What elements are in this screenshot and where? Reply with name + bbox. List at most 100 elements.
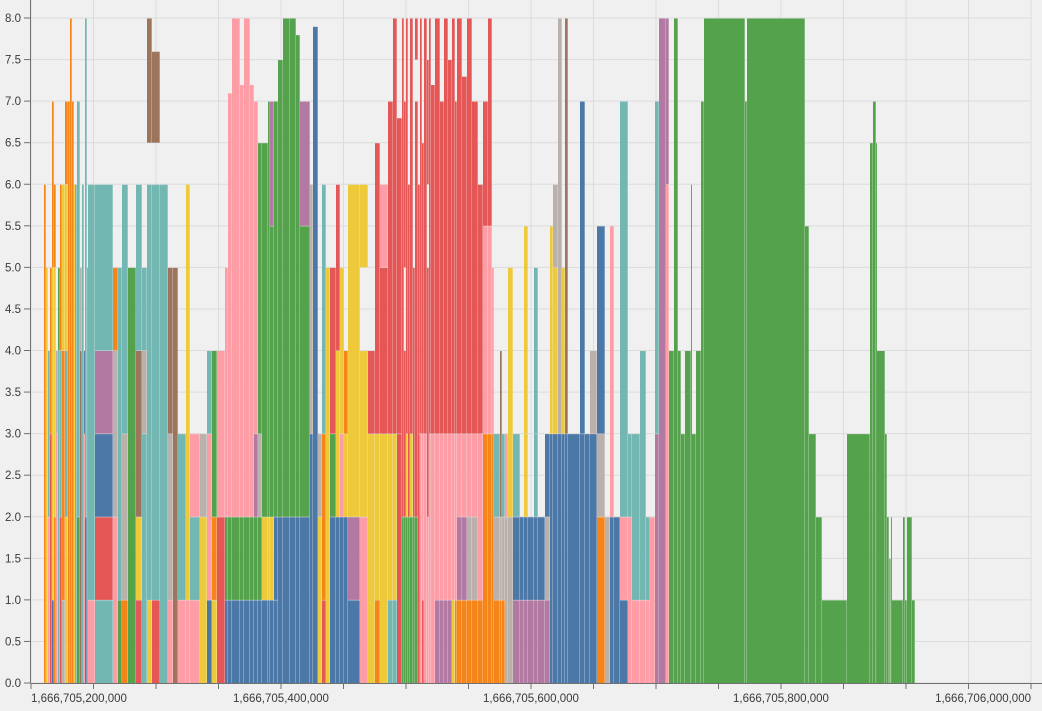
bar-segment bbox=[876, 143, 877, 683]
bar-segment bbox=[244, 18, 250, 517]
bar-segment bbox=[472, 600, 478, 683]
bar-segment bbox=[457, 600, 462, 683]
bar-segment bbox=[77, 101, 80, 517]
bar-segment bbox=[348, 184, 360, 517]
bar-segment bbox=[225, 600, 228, 683]
bar-segment bbox=[85, 517, 87, 683]
bar-segment bbox=[614, 517, 620, 683]
bar-segment bbox=[545, 517, 550, 600]
bar-segment bbox=[274, 101, 278, 517]
bar-segment bbox=[290, 18, 296, 517]
bar-segment bbox=[415, 18, 418, 60]
bar-segment bbox=[427, 60, 429, 185]
bar-segment bbox=[240, 600, 244, 683]
bar-segment bbox=[424, 18, 427, 434]
bar-segment bbox=[805, 226, 809, 683]
bar-segment bbox=[118, 600, 122, 683]
bar-segment bbox=[147, 18, 152, 143]
bar-segment bbox=[415, 517, 418, 683]
bar-segment bbox=[152, 51, 160, 143]
bar-segment bbox=[74, 184, 75, 683]
bar-segment bbox=[408, 184, 410, 517]
bar-segment bbox=[448, 600, 452, 683]
bar-segment bbox=[152, 600, 160, 683]
bar-segment bbox=[494, 434, 500, 517]
bar-segment bbox=[620, 600, 628, 683]
bar-segment bbox=[494, 517, 500, 600]
x-tick-label: 1,666,705,800,000 bbox=[733, 693, 829, 705]
bar-segment bbox=[128, 267, 136, 683]
bar-segment bbox=[65, 184, 68, 351]
bar-segment bbox=[429, 18, 431, 434]
bar-segment bbox=[274, 517, 278, 600]
bar-segment bbox=[95, 351, 113, 434]
bar-segment bbox=[225, 517, 228, 600]
bar-segment bbox=[122, 184, 128, 434]
bar-segment bbox=[513, 434, 520, 517]
bar-segment bbox=[380, 184, 388, 268]
y-tick-label: 0.0 bbox=[5, 678, 21, 690]
bar-segment bbox=[467, 434, 472, 517]
bar-segment bbox=[483, 226, 488, 434]
bar-segment bbox=[646, 600, 650, 683]
bar-segment bbox=[212, 351, 217, 517]
bar-segment bbox=[877, 351, 885, 683]
bar-segment bbox=[244, 600, 250, 683]
bar-segment bbox=[95, 517, 113, 600]
bar-segment bbox=[655, 101, 659, 434]
bar-segment bbox=[95, 184, 113, 351]
bar-segment bbox=[168, 267, 173, 434]
bar-segment bbox=[538, 600, 545, 683]
bar-segment bbox=[62, 184, 65, 351]
bar-segment bbox=[704, 18, 745, 683]
bar-segment bbox=[336, 351, 340, 517]
bar-segment bbox=[524, 226, 528, 434]
bar-segment bbox=[322, 434, 326, 600]
bar-segment bbox=[393, 434, 397, 600]
bar-segment bbox=[907, 517, 912, 683]
bar-segment bbox=[691, 184, 692, 683]
bar-segment bbox=[360, 184, 368, 268]
bar-segment bbox=[424, 434, 427, 683]
bar-segment bbox=[330, 517, 336, 683]
bar-segment bbox=[65, 101, 68, 185]
bar-segment bbox=[258, 143, 262, 434]
bar-segment bbox=[440, 101, 444, 434]
bar-segment bbox=[462, 434, 467, 517]
bar-segment bbox=[88, 600, 95, 683]
bar-segment bbox=[610, 226, 614, 517]
bar-segment bbox=[500, 517, 502, 600]
bar-segment bbox=[88, 184, 95, 600]
bar-segment bbox=[250, 517, 254, 600]
bar-segment bbox=[508, 517, 513, 683]
bar-segment bbox=[478, 184, 483, 434]
y-tick-label: 6.0 bbox=[5, 179, 21, 191]
bar-segment bbox=[95, 434, 113, 517]
bar-segment bbox=[640, 600, 646, 683]
bar-segment bbox=[488, 18, 492, 226]
bar-segment bbox=[270, 226, 274, 517]
bar-segment bbox=[472, 517, 478, 600]
bar-segment bbox=[344, 434, 348, 517]
bar-segment bbox=[674, 18, 678, 683]
bar-segment bbox=[344, 517, 348, 683]
bar-segment bbox=[348, 517, 360, 600]
bar-segment bbox=[545, 600, 550, 683]
bar-segment bbox=[455, 101, 457, 434]
bar-segment bbox=[136, 184, 142, 351]
bar-segment bbox=[562, 434, 565, 683]
bar-segment bbox=[142, 267, 147, 351]
bar-segment bbox=[54, 184, 56, 268]
x-tick-label: 1,666,705,400,000 bbox=[233, 693, 329, 705]
bar-segment bbox=[56, 351, 58, 434]
bar-segment bbox=[250, 85, 254, 517]
bar-segment bbox=[565, 434, 568, 683]
bar-segment bbox=[85, 18, 87, 517]
bar-segment bbox=[467, 18, 472, 434]
bar-segment bbox=[632, 434, 640, 600]
bar-segment bbox=[816, 517, 822, 683]
bar-segment bbox=[296, 517, 300, 683]
bar-segment bbox=[847, 434, 870, 683]
bar-segment bbox=[232, 600, 240, 683]
bar-segment bbox=[160, 184, 168, 683]
